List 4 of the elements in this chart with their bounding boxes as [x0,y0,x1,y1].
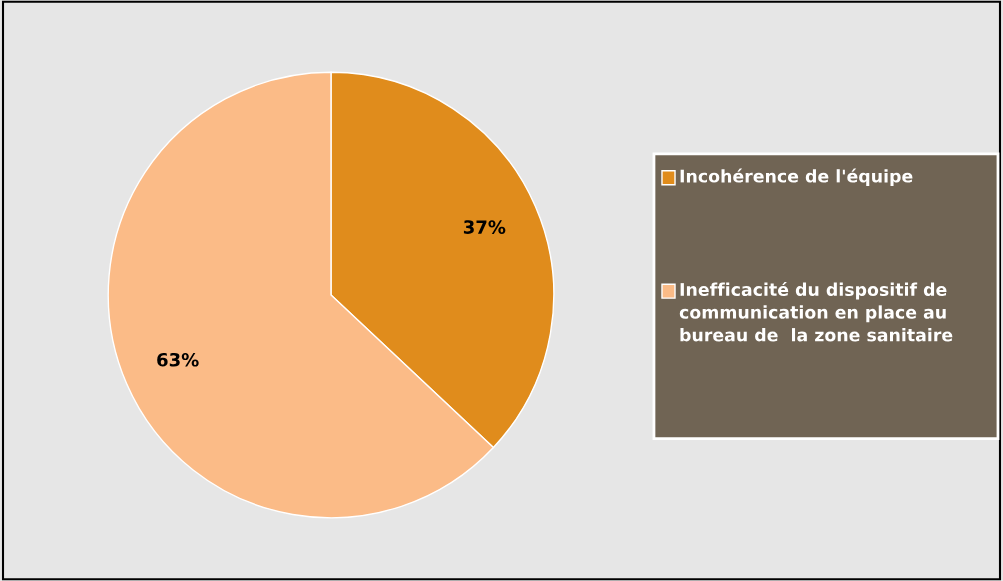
data-label: 63% [157,352,199,367]
legend-label: Incohérence de l'équipe [680,168,913,186]
legend-label: Inefficacité du dispositif de communication en place au bureau de la zone sanitaire [679,281,953,342]
data-label: 37% [463,220,506,234]
